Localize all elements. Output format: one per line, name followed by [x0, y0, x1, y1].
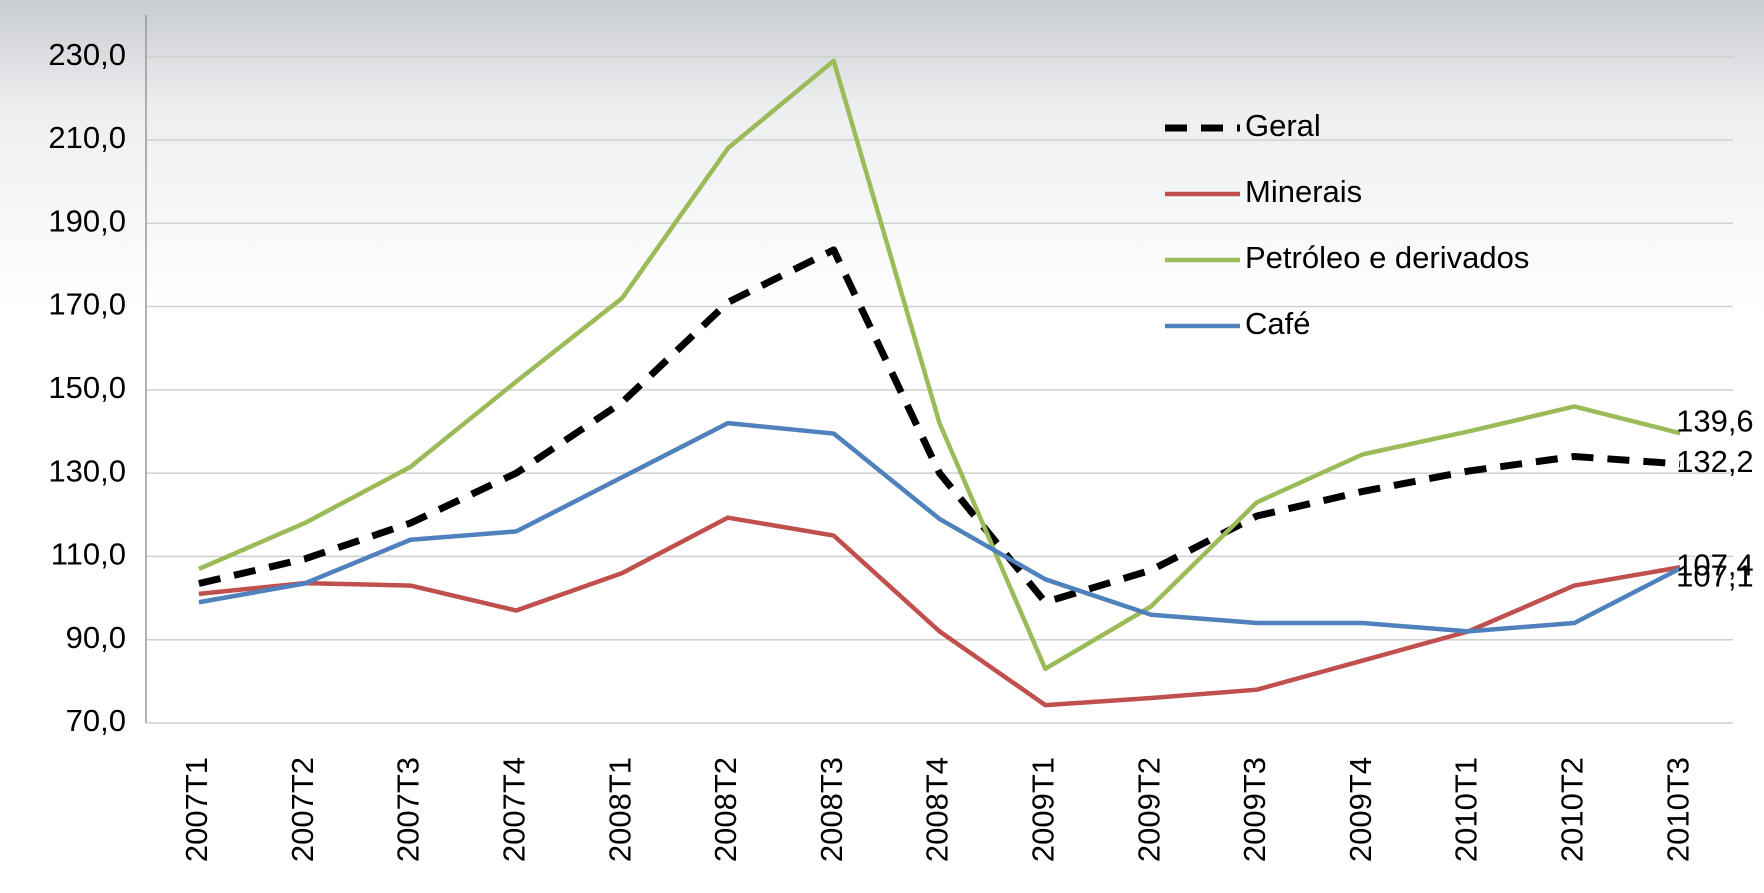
x-tick-label: 2010T2 — [1554, 757, 1589, 862]
x-tick-label: 2010T1 — [1449, 757, 1484, 862]
x-tick-label: 2008T3 — [814, 757, 849, 862]
legend-label: Café — [1245, 306, 1310, 341]
legend-label: Geral — [1245, 108, 1321, 143]
y-tick-label: 210,0 — [48, 120, 126, 155]
y-tick-label: 170,0 — [48, 287, 126, 322]
y-tick-label: 90,0 — [66, 620, 126, 655]
series-line — [198, 515, 1681, 708]
x-tick-label: 2007T2 — [285, 757, 320, 862]
x-tick-label: 2008T2 — [708, 757, 743, 862]
x-tick-label: 2007T3 — [391, 757, 426, 862]
series-line — [198, 246, 1681, 606]
y-tick-label: 230,0 — [48, 37, 126, 72]
y-tick-label: 150,0 — [48, 370, 126, 405]
legend-label: Petróleo e derivados — [1245, 240, 1529, 275]
data-label: 107,1 — [1676, 559, 1754, 594]
data-label: 139,6 — [1676, 403, 1754, 438]
y-tick-label: 190,0 — [48, 203, 126, 238]
series-line — [198, 58, 1681, 672]
y-tick-label: 70,0 — [66, 703, 126, 738]
x-tick-label: 2009T4 — [1343, 757, 1378, 862]
legend-label: Minerais — [1245, 174, 1362, 209]
x-tick-label: 2009T2 — [1131, 757, 1166, 862]
x-tick-label: 2010T3 — [1660, 757, 1695, 862]
x-tick-label: 2007T4 — [496, 757, 531, 862]
x-tick-label: 2008T1 — [602, 757, 637, 862]
data-label: 107,4 — [1676, 547, 1754, 582]
x-tick-label: 2009T3 — [1237, 757, 1272, 862]
x-tick-label: 2008T4 — [920, 757, 955, 862]
y-tick-label: 110,0 — [51, 537, 126, 572]
series-line — [198, 420, 1682, 634]
data-label: 132,2 — [1676, 444, 1754, 479]
x-tick-label: 2007T1 — [179, 757, 214, 862]
y-tick-label: 130,0 — [48, 453, 126, 488]
x-tick-label: 2009T1 — [1025, 757, 1060, 862]
